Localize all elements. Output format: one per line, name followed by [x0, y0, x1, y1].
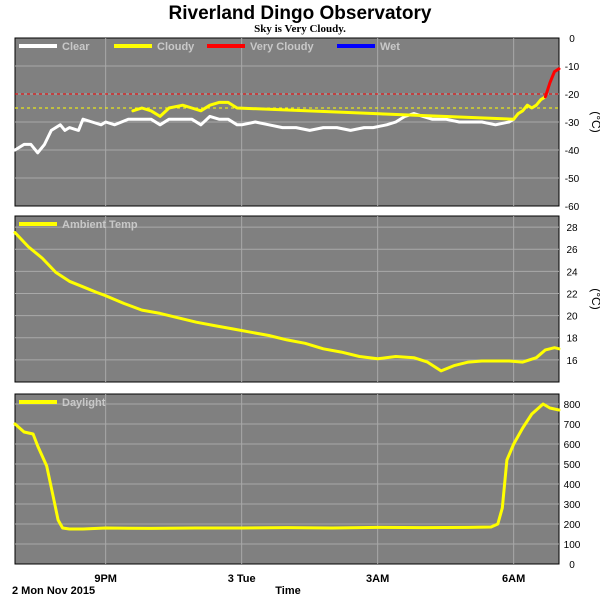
y-tick-label: 600	[564, 440, 581, 451]
y-tick-label: 400	[564, 480, 581, 491]
chart-title: Riverland Dingo Observatory	[169, 3, 432, 24]
legend-label-daylight: Daylight	[62, 397, 106, 409]
y-tick-label: -40	[565, 146, 580, 157]
y-tick-label: 18	[566, 334, 578, 345]
x-tick-label: 6AM	[502, 573, 525, 585]
y-tick-label: 0	[569, 560, 575, 571]
y-tick-label: 16	[566, 356, 578, 367]
x-tick-label: 3AM	[366, 573, 389, 585]
y-tick-label: -50	[565, 174, 580, 185]
y-tick-label: 22	[566, 289, 578, 300]
date-label: 2 Mon Nov 2015	[12, 585, 95, 597]
legend-label-cloudy: Cloudy	[157, 41, 195, 53]
y-tick-label: -20	[565, 90, 580, 101]
series-daylight	[13, 402, 561, 531]
y-tick-label: 100	[564, 540, 581, 551]
y-tick-label: -30	[565, 118, 580, 129]
y-tick-label: 0	[569, 34, 575, 45]
panel-background	[14, 215, 560, 383]
y-tick-label: 700	[564, 420, 581, 431]
daylight-panel: 800 700 600 500 400 300 200 100 0 9PM 3 Tue 3AM 6AM D…	[13, 393, 581, 585]
y-tick-label: 20	[566, 312, 578, 323]
y-tick-label: 28	[566, 223, 578, 234]
y-tick-label: 800	[564, 400, 581, 411]
y-tick-label: 500	[564, 460, 581, 471]
x-axis-label: Time	[275, 585, 300, 597]
series-very-cloudy	[543, 67, 561, 99]
legend-label-wet: Wet	[380, 41, 400, 53]
cloud-panel: 0 -10 -20 -30 -40 -50 -60 Clear Cloudy Very Cloud…	[13, 34, 600, 213]
y-tick-label: -10	[565, 62, 580, 73]
y-tick-label: 24	[566, 267, 578, 278]
y-axis-unit: (°C)	[589, 288, 600, 309]
legend-label-ambient-temp: Ambient Temp	[62, 219, 138, 231]
series-ambient-temp	[13, 231, 561, 373]
y-tick-label: -60	[565, 202, 580, 213]
y-tick-label: 300	[564, 500, 581, 511]
ambient-temp-panel: 28 26 24 22 20 18 16 Ambient Temp (°C)	[13, 215, 600, 383]
y-axis-unit: (°C)	[589, 111, 600, 132]
x-tick-label: 3 Tue	[228, 573, 256, 585]
series-cloudy	[131, 95, 547, 121]
x-tick-label: 9PM	[94, 573, 117, 585]
y-tick-label: 200	[564, 520, 581, 531]
chart-subtitle: Sky is Very Cloudy.	[254, 23, 346, 35]
y-tick-label: 26	[566, 245, 578, 256]
panel-background	[14, 393, 560, 565]
legend-label-clear: Clear	[62, 41, 90, 53]
legend-label-very-cloudy: Very Cloudy	[250, 41, 314, 53]
